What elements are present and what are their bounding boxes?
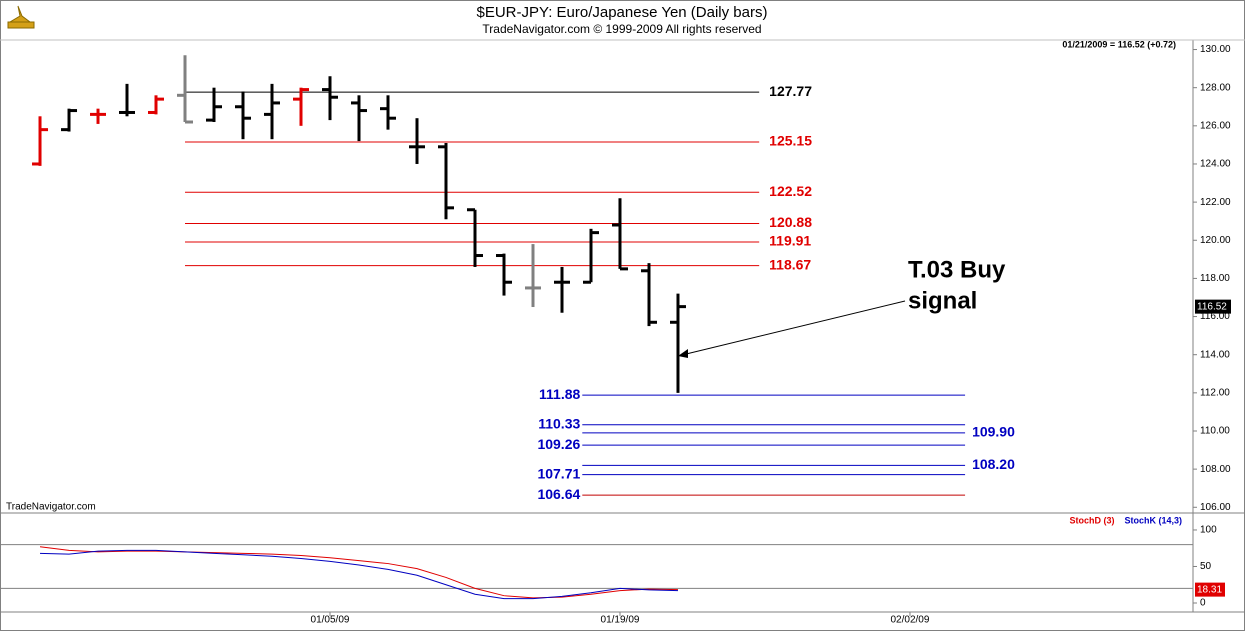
last-price-box (1195, 299, 1231, 314)
last-value-label: 18.31 (1197, 584, 1222, 595)
y-tick-label: 112.00 (1200, 387, 1230, 398)
y-tick-label: 100 (1200, 525, 1217, 536)
level-label: 120.88 (769, 214, 812, 230)
annotation-arrow (681, 300, 906, 356)
price-info: 01/21/2009 = 116.52 (+0.72) (1062, 39, 1176, 49)
level-label: 118.67 (769, 256, 811, 272)
annotation: signal (908, 287, 977, 314)
stoch-line (40, 549, 678, 600)
annotation: T.03 Buy (908, 256, 1006, 283)
level-label: 109.90 (972, 424, 1015, 440)
legend-entry: StochD (3) (1069, 515, 1114, 525)
watermark: TradeNavigator.com (6, 502, 96, 513)
y-tick-label: 130.00 (1200, 44, 1231, 55)
y-tick-label: 126.00 (1200, 120, 1231, 131)
x-tick-label: 01/05/09 (311, 615, 350, 626)
y-tick-label: 128.00 (1200, 82, 1231, 93)
logo (7, 5, 35, 29)
level-label: 122.52 (769, 183, 812, 199)
y-tick-label: 122.00 (1200, 197, 1231, 208)
last-price-label: 116.52 (1197, 301, 1227, 312)
level-label: 111.88 (539, 386, 580, 402)
level-label: 119.91 (769, 233, 811, 249)
y-tick-label: 120.00 (1200, 235, 1231, 246)
y-tick-label: 108.00 (1200, 464, 1231, 475)
y-tick-label: 116.00 (1200, 311, 1230, 322)
legend-entry: StochK (14,3) (1124, 515, 1182, 525)
x-tick-label: 01/19/09 (601, 615, 640, 626)
y-tick-label: 0 (1200, 598, 1206, 609)
level-label: 125.15 (769, 133, 812, 149)
arrow-head (678, 349, 688, 358)
level-label: 110.33 (538, 415, 580, 431)
y-tick-label: 106.00 (1200, 502, 1231, 513)
y-tick-label: 50 (1200, 561, 1212, 572)
level-label: 127.77 (769, 83, 812, 99)
last-value-box (1195, 582, 1225, 597)
chart-title: $EUR-JPY: Euro/Japanese Yen (Daily bars) (477, 4, 768, 21)
stoch-line (39, 546, 678, 599)
x-tick-label: 02/02/09 (891, 615, 930, 626)
y-tick-label: 110.00 (1200, 426, 1230, 437)
y-tick-label: 114.00 (1200, 349, 1230, 360)
level-label: 106.64 (537, 486, 580, 502)
y-tick-label: 118.00 (1200, 273, 1230, 284)
level-label: 107.71 (537, 465, 580, 481)
level-label: 108.20 (972, 456, 1015, 472)
level-label: 109.26 (537, 436, 580, 452)
chart-subtitle: TradeNavigator.com © 1999-2009 All right… (482, 22, 761, 36)
y-tick-label: 124.00 (1200, 159, 1231, 170)
